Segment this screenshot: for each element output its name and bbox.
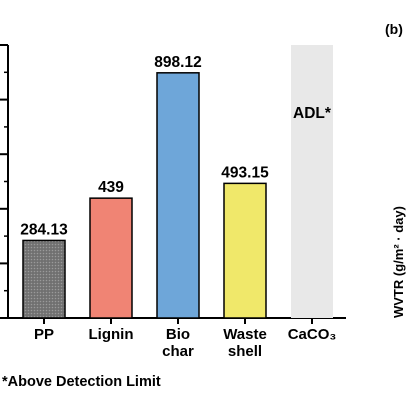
bar — [223, 182, 267, 319]
x-tick-label: Waste — [223, 326, 267, 343]
x-tick-label: PP — [34, 326, 54, 343]
footnote: *Above Detection Limit — [2, 374, 161, 390]
x-tick-label: shell — [228, 343, 262, 360]
right-panel-ylabel: WVTR (g/m² · day) — [391, 206, 406, 318]
panel-label: (b) — [385, 21, 403, 37]
x-tick-label: Lignin — [89, 326, 134, 343]
bar — [156, 72, 200, 319]
x-tick-label: CaCO₃ — [288, 326, 337, 343]
data-label: 898.12 — [154, 54, 201, 71]
data-label: 493.15 — [221, 164, 269, 181]
bar — [89, 197, 133, 319]
x-tick-label: Bio — [166, 326, 190, 343]
data-label: 284.13 — [20, 221, 68, 238]
x-tick-label: char — [162, 343, 194, 360]
data-label: 439 — [98, 179, 124, 196]
bar — [22, 239, 66, 319]
bar-below-limit — [291, 45, 333, 318]
data-label: ADL* — [293, 105, 332, 122]
